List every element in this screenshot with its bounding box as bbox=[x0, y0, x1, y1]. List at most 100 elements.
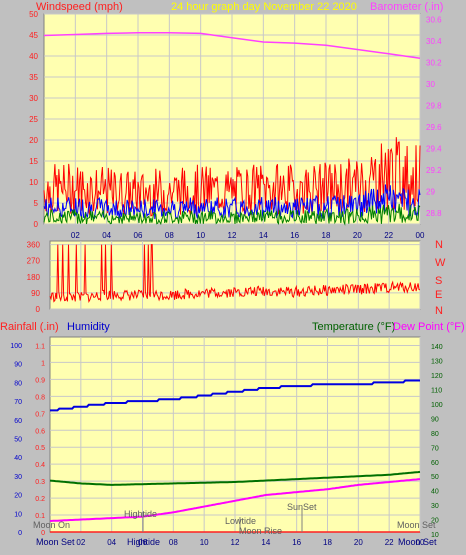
wind-average-line bbox=[43, 184, 421, 221]
rainfall-ticks: 1.1 1 0.9 0.8 0.7 0.6 0.5 0.4 0.3 0.2 0.1 0 bbox=[35, 343, 45, 537]
climate-x-tick-label: 18 bbox=[323, 538, 332, 547]
temperature-axis-label: Temperature (°F) bbox=[312, 321, 395, 333]
rainfall-tick-label: 0.7 bbox=[35, 411, 45, 418]
direction-tick-label: 270 bbox=[27, 257, 41, 266]
lowtide-label: Lowtide bbox=[225, 516, 256, 526]
wind-x-tick-label: 12 bbox=[228, 231, 237, 240]
rainfall-tick-label: 0.4 bbox=[35, 462, 45, 469]
rainfall-tick-label: 1 bbox=[41, 360, 45, 367]
wind-x-tick-label: 02 bbox=[71, 231, 80, 240]
wind-x-tick-label: 00 bbox=[416, 231, 425, 240]
dewpoint-line bbox=[49, 478, 421, 522]
temperature-tick-label: 50 bbox=[431, 474, 439, 481]
direction-ticks: 360 270 180 90 0 bbox=[27, 241, 41, 314]
sunset-label: SunSet bbox=[287, 502, 317, 512]
moon-set-left-label: Moon Set bbox=[36, 537, 75, 547]
wind-tick-label: 50 bbox=[29, 10, 38, 19]
humidity-tick-label: 0 bbox=[18, 530, 22, 537]
temperature-line bbox=[49, 470, 421, 486]
climate-x-tick-label: 16 bbox=[292, 538, 301, 547]
wind-grid bbox=[44, 13, 421, 225]
temperature-tick-label: 10 bbox=[431, 532, 439, 539]
compass-label-e: E bbox=[435, 289, 442, 301]
temperature-tick-label: 20 bbox=[431, 518, 439, 525]
direction-series bbox=[49, 244, 421, 304]
temperature-tick-label: 60 bbox=[431, 460, 439, 467]
climate-x-tick-label: 10 bbox=[200, 538, 209, 547]
temperature-tick-label: 80 bbox=[431, 431, 439, 438]
climate-x-tick-label: 08 bbox=[169, 538, 178, 547]
humidity-tick-label: 60 bbox=[14, 418, 22, 425]
moon-set-right-label: Moon Set bbox=[397, 520, 436, 530]
wind-x-tick-label: 16 bbox=[290, 231, 299, 240]
wind-x-tick-label: 14 bbox=[259, 231, 268, 240]
wind-tick-label: 20 bbox=[29, 136, 38, 145]
barometer-tick-label: 30.4 bbox=[426, 37, 442, 46]
climate-x-tick-label: 12 bbox=[231, 538, 240, 547]
compass-label-w: W bbox=[435, 257, 446, 269]
hightide-bottom-label: Hightide bbox=[127, 537, 160, 547]
climate-x-ticks: 02 04 06 08 10 12 14 16 18 20 22 00 bbox=[76, 538, 425, 547]
temperature-tick-label: 70 bbox=[431, 445, 439, 452]
rainfall-tick-label: 0.5 bbox=[35, 445, 45, 452]
humidity-tick-label: 80 bbox=[14, 380, 22, 387]
rainfall-tick-label: 0.1 bbox=[35, 513, 45, 520]
climate-x-tick-label: 00 bbox=[416, 538, 425, 547]
moon-set-bottom-label: Moon Set bbox=[398, 537, 437, 547]
rainfall-tick-label: 0.9 bbox=[35, 377, 45, 384]
wind-tick-label: 10 bbox=[29, 178, 38, 187]
barometer-tick-label: 29.8 bbox=[426, 102, 442, 111]
climate-x-tick-label: 02 bbox=[76, 538, 85, 547]
compass-label-n: N bbox=[435, 239, 443, 251]
temperature-tick-label: 90 bbox=[431, 416, 439, 423]
humidity-tick-label: 30 bbox=[14, 474, 22, 481]
wind-x-tick-label: 10 bbox=[196, 231, 205, 240]
climate-x-tick-label: 04 bbox=[107, 538, 116, 547]
humidity-tick-label: 20 bbox=[14, 493, 22, 500]
climate-series bbox=[49, 379, 421, 533]
barometer-line bbox=[43, 32, 421, 59]
hightide-label: Hightide bbox=[124, 509, 157, 519]
windspeed-axis-label: Windspeed (mph) bbox=[36, 1, 123, 13]
climate-x-tick-label: 20 bbox=[354, 538, 363, 547]
rainfall-tick-label: 0.3 bbox=[35, 479, 45, 486]
compass-label-s: S bbox=[435, 275, 442, 287]
direction-tick-label: 180 bbox=[27, 273, 41, 282]
wind-x-tick-label: 08 bbox=[165, 231, 174, 240]
humidity-axis-label: Humidity bbox=[67, 321, 110, 333]
humidity-tick-label: 90 bbox=[14, 362, 22, 369]
wind-x-ticks: 02 04 06 08 10 12 14 16 18 20 22 00 bbox=[71, 231, 425, 240]
direction-tick-label: 360 bbox=[27, 241, 41, 250]
wind-direction-line bbox=[49, 244, 421, 304]
wind-low-line bbox=[43, 203, 421, 226]
direction-tick-label: 0 bbox=[36, 305, 41, 314]
wind-series bbox=[43, 32, 421, 226]
wind-x-tick-label: 04 bbox=[102, 231, 111, 240]
humidity-tick-label: 50 bbox=[14, 437, 22, 444]
rainfall-tick-label: 1.1 bbox=[35, 343, 45, 350]
temperature-tick-label: 100 bbox=[431, 402, 443, 409]
humidity-tick-label: 10 bbox=[14, 511, 22, 518]
wind-x-tick-label: 06 bbox=[134, 231, 143, 240]
barometer-tick-label: 29.6 bbox=[426, 123, 442, 132]
barometer-axis-label: Barometer (.in) bbox=[370, 1, 443, 13]
wind-x-tick-label: 20 bbox=[353, 231, 362, 240]
wind-tick-label: 5 bbox=[34, 199, 39, 208]
climate-x-tick-label: 06 bbox=[138, 538, 147, 547]
humidity-tick-label: 40 bbox=[14, 455, 22, 462]
temperature-tick-label: 140 bbox=[431, 344, 443, 351]
barometer-tick-label: 30.6 bbox=[426, 15, 442, 24]
direction-tick-label: 90 bbox=[31, 289, 40, 298]
wind-tick-label: 30 bbox=[29, 94, 38, 103]
wind-tick-label: 35 bbox=[29, 73, 38, 82]
barometer-tick-label: 28.8 bbox=[426, 209, 442, 218]
barometer-tick-label: 30 bbox=[426, 80, 435, 89]
climate-x-tick-label: 22 bbox=[385, 538, 394, 547]
temperature-tick-label: 30 bbox=[431, 503, 439, 510]
wind-x-tick-label: 22 bbox=[384, 231, 393, 240]
wind-x-tick-label: 18 bbox=[322, 231, 331, 240]
temperature-tick-label: 130 bbox=[431, 359, 443, 366]
